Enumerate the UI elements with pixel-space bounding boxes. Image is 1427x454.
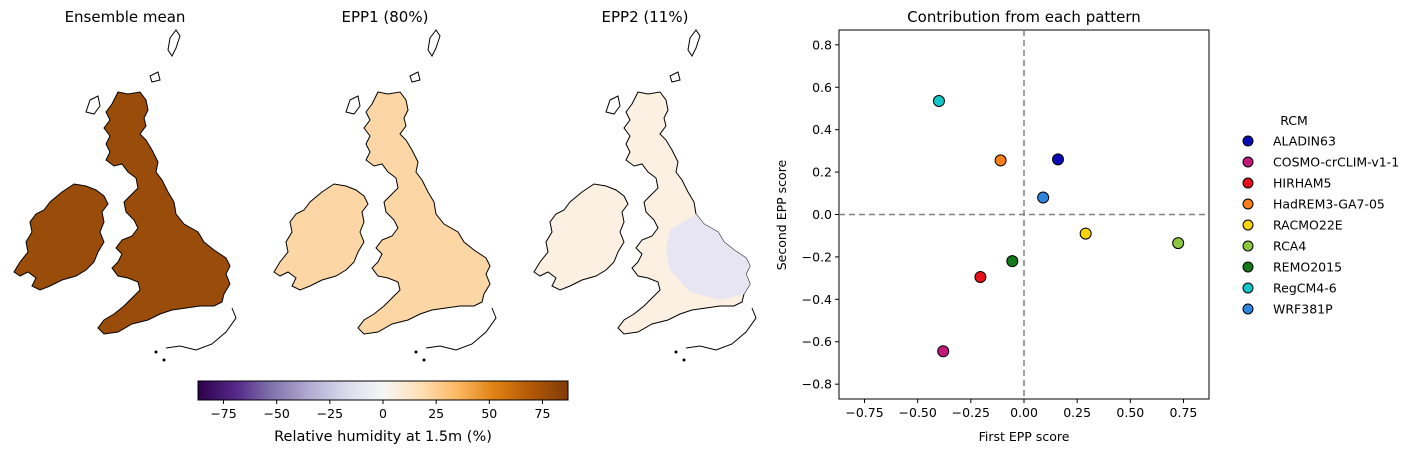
- shetland-shape: [427, 29, 441, 57]
- maps-group: Ensemble mean EPP1 (80%) EPP2 (11%): [13, 8, 757, 362]
- colorbar: −75 −50 −25 0 25 50 75 Relative humidity at 1.…: [197, 380, 569, 445]
- colorbar-tick-label: −25: [317, 406, 343, 421]
- map-panel-1: Ensemble mean: [13, 8, 237, 362]
- orkney-shape: [669, 71, 681, 83]
- y-axis-ticks: −0.8 −0.6 −0.4 −0.2 0.0 0.2 0.4 0.6 0.8: [802, 37, 839, 392]
- legend-label: REMO2015: [1273, 260, 1342, 275]
- colorbar-tick-label: 75: [535, 406, 551, 421]
- colorbar-label: Relative humidity at 1.5m (%): [274, 429, 492, 445]
- y-tick-label: −0.6: [802, 334, 832, 349]
- shetland-shape: [687, 29, 701, 57]
- orkney-shape: [149, 71, 161, 83]
- y-tick-label: 0.8: [812, 37, 832, 52]
- point-cosmo-crclim-v1-1: [937, 345, 950, 358]
- colorbar-tick-label: 50: [481, 406, 497, 421]
- great-britain-shape: [357, 91, 491, 335]
- scatter-chart: Contribution from each pattern −0.75 −0.5…: [774, 8, 1210, 444]
- orkney-shape: [409, 71, 421, 83]
- legend-items: ALADIN63 COSMO-crCLIM-v1-1 HIRHAM5 HadREM3-…: [1242, 134, 1399, 317]
- point-hirham5: [974, 271, 987, 284]
- colorbar-tick-label: 0: [379, 406, 387, 421]
- x-tick-label: 0.75: [1170, 405, 1198, 420]
- legend-label: RegCM4-6: [1273, 281, 1337, 296]
- legend-title: RCM: [1280, 113, 1308, 128]
- x-axis-ticks: −0.75 −0.50 −0.25 0.00 0.25 0.50 0.75: [845, 399, 1197, 420]
- x-axis-label: First EPP score: [979, 429, 1070, 444]
- colorbar-tick-label: 25: [428, 406, 444, 421]
- y-tick-label: 0.4: [812, 122, 832, 137]
- great-britain-shape: [97, 91, 231, 335]
- coastline-extension: [165, 307, 237, 351]
- scatter-points: [932, 95, 1185, 358]
- x-tick-label: 0.50: [1116, 405, 1144, 420]
- legend-label: ALADIN63: [1273, 134, 1336, 149]
- colorbar-gradient: [197, 380, 569, 401]
- map-title: EPP2 (11%): [602, 8, 689, 26]
- legend-marker: [1242, 177, 1254, 189]
- colorbar-tick-label: −75: [210, 406, 236, 421]
- y-tick-label: 0.2: [812, 165, 832, 180]
- legend-marker: [1242, 261, 1254, 273]
- y-tick-label: 0.0: [812, 207, 832, 222]
- legend-marker: [1242, 135, 1254, 147]
- legend-marker: [1242, 156, 1254, 168]
- y-tick-label: −0.8: [802, 377, 832, 392]
- point-hadrem3-ga7-05: [994, 154, 1007, 167]
- island-dot: [674, 350, 678, 354]
- x-tick-label: −0.25: [952, 405, 990, 420]
- island-dot: [422, 358, 426, 362]
- legend-marker: [1242, 240, 1254, 252]
- legend-label: RACMO22E: [1273, 218, 1343, 233]
- x-tick-label: −0.75: [845, 405, 883, 420]
- south-east-region: [666, 214, 750, 300]
- legend-label: HadREM3-GA7-05: [1273, 197, 1385, 212]
- map-title: EPP1 (80%): [342, 8, 429, 26]
- colorbar-ticks: −75 −50 −25 0 25 50 75: [210, 400, 550, 421]
- y-tick-label: 0.6: [812, 80, 832, 95]
- hebrides-shape: [605, 95, 621, 115]
- legend-marker: [1242, 282, 1254, 294]
- point-rca4: [1172, 237, 1185, 250]
- map-panel-2: EPP1 (80%): [273, 8, 497, 362]
- colorbar-tick-label: −50: [263, 406, 289, 421]
- point-wrf381p: [1037, 191, 1050, 204]
- ireland-shape: [533, 183, 629, 291]
- island-dot: [154, 350, 158, 354]
- island-dot: [682, 358, 686, 362]
- shetland-shape: [167, 29, 181, 57]
- x-tick-label: 0.00: [1010, 405, 1038, 420]
- point-aladin63: [1052, 153, 1065, 166]
- chart-title: Contribution from each pattern: [907, 8, 1141, 26]
- legend-label: COSMO-crCLIM-v1-1: [1273, 155, 1399, 170]
- legend-label: WRF381P: [1273, 302, 1333, 317]
- legend-marker: [1242, 219, 1254, 231]
- map-title: Ensemble mean: [65, 8, 186, 26]
- hebrides-shape: [85, 95, 101, 115]
- island-dot: [162, 358, 166, 362]
- legend-label: RCA4: [1273, 239, 1306, 254]
- ireland-shape: [13, 183, 109, 291]
- y-tick-label: −0.4: [802, 292, 832, 307]
- hebrides-shape: [345, 95, 361, 115]
- point-racmo22e: [1079, 227, 1092, 240]
- legend: RCM ALADIN63 COSMO-crCLIM-v1-1 HIRHAM5 HadR…: [1242, 113, 1399, 317]
- y-axis-label: Second EPP score: [774, 159, 789, 270]
- y-tick-label: −0.2: [802, 249, 832, 264]
- reference-lines: [839, 30, 1209, 399]
- legend-marker: [1242, 303, 1254, 315]
- ireland-shape: [273, 183, 369, 291]
- legend-marker: [1242, 198, 1254, 210]
- point-remo2015: [1006, 255, 1019, 268]
- legend-label: HIRHAM5: [1273, 176, 1331, 191]
- map-panel-3: EPP2 (11%): [533, 8, 757, 362]
- coastline-extension: [685, 307, 757, 351]
- point-regcm4-6: [932, 95, 945, 108]
- great-britain-shape: [617, 91, 751, 335]
- x-tick-label: −0.50: [899, 405, 937, 420]
- coastline-extension: [425, 307, 497, 351]
- island-dot: [414, 350, 418, 354]
- x-tick-label: 0.25: [1063, 405, 1091, 420]
